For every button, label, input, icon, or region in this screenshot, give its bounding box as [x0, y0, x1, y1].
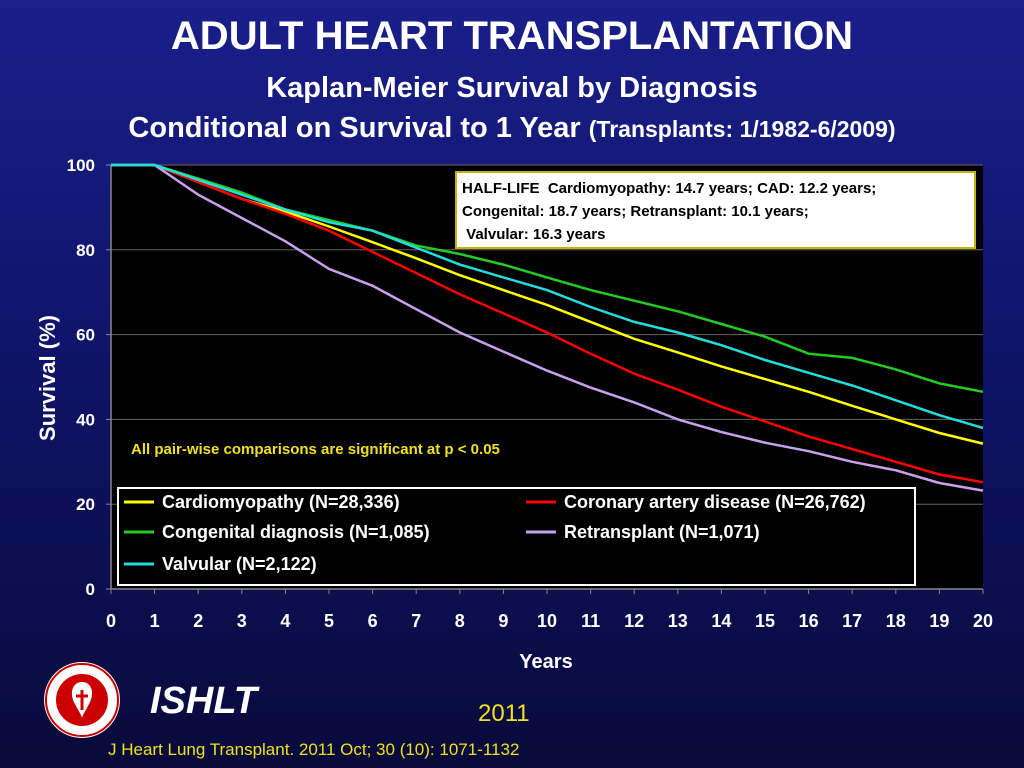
x-tick-label: 10: [537, 611, 557, 631]
footer-year: 2011: [478, 700, 530, 727]
x-tick-label: 6: [368, 611, 378, 631]
x-tick-label: 11: [581, 611, 600, 631]
significance-annotation: All pair-wise comparisons are significan…: [131, 441, 500, 458]
x-tick-label: 1: [150, 611, 160, 631]
legend: Cardiomyopathy (N=28,336) Coronary artery…: [117, 487, 916, 586]
x-axis-label: Years: [519, 651, 572, 673]
y-tick-label: 100: [67, 156, 95, 175]
x-tick-label: 18: [886, 611, 906, 631]
ishlt-logo: [44, 662, 120, 738]
slide-subtitle: Kaplan-Meier Survival by Diagnosis: [266, 72, 758, 104]
legend-label: Valvular (N=2,122): [162, 554, 317, 574]
x-tick-label: 4: [280, 611, 290, 631]
x-tick-label: 3: [237, 611, 247, 631]
ishlt-wordmark: ISHLT: [150, 680, 257, 722]
x-tick-label: 12: [624, 611, 644, 631]
series-line-3: [111, 163, 984, 492]
axes: [106, 164, 984, 594]
y-axis-label: Survival (%): [35, 315, 60, 441]
slide-title: ADULT HEART TRANSPLANTATION: [170, 14, 854, 58]
x-tick-label: 16: [799, 611, 819, 631]
x-tick-label: 7: [411, 611, 421, 631]
footer-reference: J Heart Lung Transplant. 2011 Oct; 30 (1…: [108, 740, 520, 759]
x-tick-label: 5: [324, 611, 334, 631]
subtitle-2-main: Conditional on Survival to 1 Year: [128, 112, 581, 144]
x-tick-label: 13: [668, 611, 688, 631]
x-tick-label: 2: [193, 611, 203, 631]
halflife-line-3: Valvular: 16.3 years: [462, 226, 605, 243]
y-tick-label: 60: [76, 326, 95, 345]
x-tick-label: 14: [711, 611, 731, 631]
y-tick-label: 80: [76, 241, 95, 260]
slide-subtitle-2: Conditional on Survival to 1 Year (Trans…: [0, 112, 1024, 145]
x-tick-label: 8: [455, 611, 465, 631]
halflife-line-2: Congenital: 18.7 years; Retransplant: 10…: [462, 203, 809, 220]
x-tick-label: 19: [929, 611, 949, 631]
y-tick-label: 40: [76, 410, 95, 429]
halflife-line-1: HALF-LIFE Cardiomyopathy: 14.7 years; CA…: [462, 180, 876, 197]
tick-labels: 0 1 2 3 4 5 6 7 8 9 10 11 12 13 14 15 16 17 18 19 2002040608…: [67, 156, 993, 631]
x-tick-label: 9: [498, 611, 508, 631]
y-tick-label: 0: [86, 580, 95, 599]
subtitle-2-paren: (Transplants: 1/1982-6/2009): [588, 116, 896, 142]
series-lines: [111, 163, 984, 492]
legend-label: Congenital diagnosis (N=1,085): [162, 522, 430, 542]
x-tick-label: 0: [106, 611, 116, 631]
legend-label: Cardiomyopathy (N=28,336): [162, 492, 400, 512]
series-line-1: [111, 163, 984, 484]
x-tick-label: 17: [842, 611, 862, 631]
series-line-2: [111, 163, 984, 394]
legend-label: Coronary artery disease (N=26,762): [564, 492, 866, 512]
x-tick-label: 15: [755, 611, 775, 631]
y-tick-label: 20: [76, 495, 95, 514]
legend-label: Retransplant (N=1,071): [564, 522, 760, 542]
halflife-box: HALF-LIFE Cardiomyopathy: 14.7 years; CA…: [455, 171, 976, 249]
x-tick-label: 20: [973, 611, 993, 631]
series-line-4: [111, 163, 984, 430]
